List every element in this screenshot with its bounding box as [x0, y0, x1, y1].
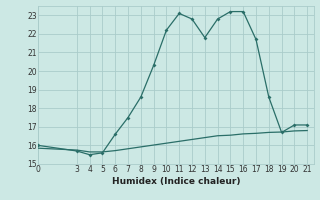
- X-axis label: Humidex (Indice chaleur): Humidex (Indice chaleur): [112, 177, 240, 186]
